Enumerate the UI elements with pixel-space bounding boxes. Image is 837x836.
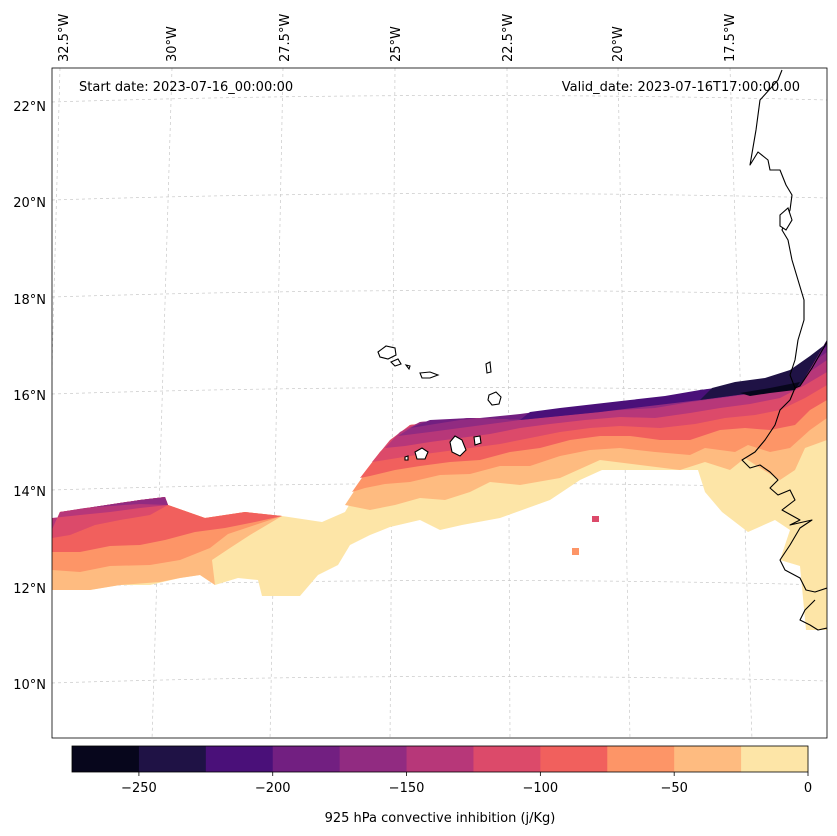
parallel-gridlines bbox=[52, 95, 827, 684]
start-date-annotation: Start date: 2023-07-16_00:00:00 bbox=[79, 80, 293, 95]
colorbar-cell bbox=[138, 746, 207, 772]
colorbar-cell bbox=[205, 746, 274, 772]
lat-label: 20°N bbox=[13, 196, 46, 211]
lon-label: 32.5°W bbox=[57, 14, 72, 62]
colorbar: −250 −200 −150 −100 −50 0 925 hPa convective … bbox=[71, 745, 812, 826]
latitude-labels: 22°N 20°N 18°N 16°N 14°N 12°N 10°N bbox=[13, 100, 46, 693]
colorbar-label: 925 hPa convective inhibition (j/Kg) bbox=[325, 811, 556, 826]
cin-level-200 bbox=[520, 340, 827, 420]
lon-label: 17.5°W bbox=[723, 14, 738, 62]
cin-blob-2 bbox=[572, 548, 579, 555]
cin-level-125 bbox=[52, 340, 827, 530]
canary-inlet bbox=[779, 207, 793, 231]
cin-level-175 bbox=[410, 340, 827, 428]
colorbar-cells bbox=[72, 746, 809, 772]
cape-verde-islands bbox=[377, 345, 502, 461]
map-area bbox=[52, 68, 827, 738]
cin-level-250 bbox=[740, 382, 800, 396]
colorbar-cell bbox=[741, 746, 809, 772]
colorbar-tick-label: −250 bbox=[121, 781, 157, 796]
lon-label: 22.5°W bbox=[501, 14, 516, 62]
lon-label: 25°W bbox=[389, 26, 404, 62]
lat-label: 10°N bbox=[13, 678, 46, 693]
colorbar-cell bbox=[607, 746, 675, 772]
colorbar-tick-label: 0 bbox=[804, 781, 812, 796]
lat-label: 16°N bbox=[13, 389, 46, 404]
lat-label: 12°N bbox=[13, 582, 46, 597]
lon-label: 27.5°W bbox=[278, 14, 293, 62]
longitude-labels: 32.5°W 30°W 27.5°W 25°W 22.5°W 20°W 17.5… bbox=[57, 14, 738, 62]
colorbar-cell bbox=[406, 746, 474, 772]
cin-contour-fill bbox=[52, 340, 827, 630]
colorbar-frame bbox=[71, 745, 809, 773]
colorbar-cell bbox=[674, 746, 742, 772]
valid-date-annotation: Valid_date: 2023-07-16T17:00:00.00 bbox=[562, 80, 800, 95]
cin-blob-1 bbox=[592, 516, 599, 522]
colorbar-tick-label: −200 bbox=[255, 781, 291, 796]
lat-label: 18°N bbox=[13, 293, 46, 308]
colorbar-ticks: −250 −200 −150 −100 −50 0 bbox=[121, 772, 812, 796]
colorbar-cell bbox=[473, 746, 541, 772]
lon-label: 20°W bbox=[611, 26, 626, 62]
map-frame bbox=[51, 67, 828, 739]
colorbar-tick-label: −150 bbox=[389, 781, 425, 796]
colorbar-cell bbox=[72, 746, 140, 772]
colorbar-tick-label: −100 bbox=[523, 781, 559, 796]
colorbar-cell bbox=[540, 746, 608, 772]
colorbar-tick-label: −50 bbox=[660, 781, 687, 796]
lat-label: 14°N bbox=[13, 485, 46, 500]
lon-label: 30°W bbox=[165, 26, 180, 62]
colorbar-cell bbox=[272, 746, 341, 772]
colorbar-cell bbox=[339, 746, 408, 772]
lat-label: 22°N bbox=[13, 100, 46, 115]
